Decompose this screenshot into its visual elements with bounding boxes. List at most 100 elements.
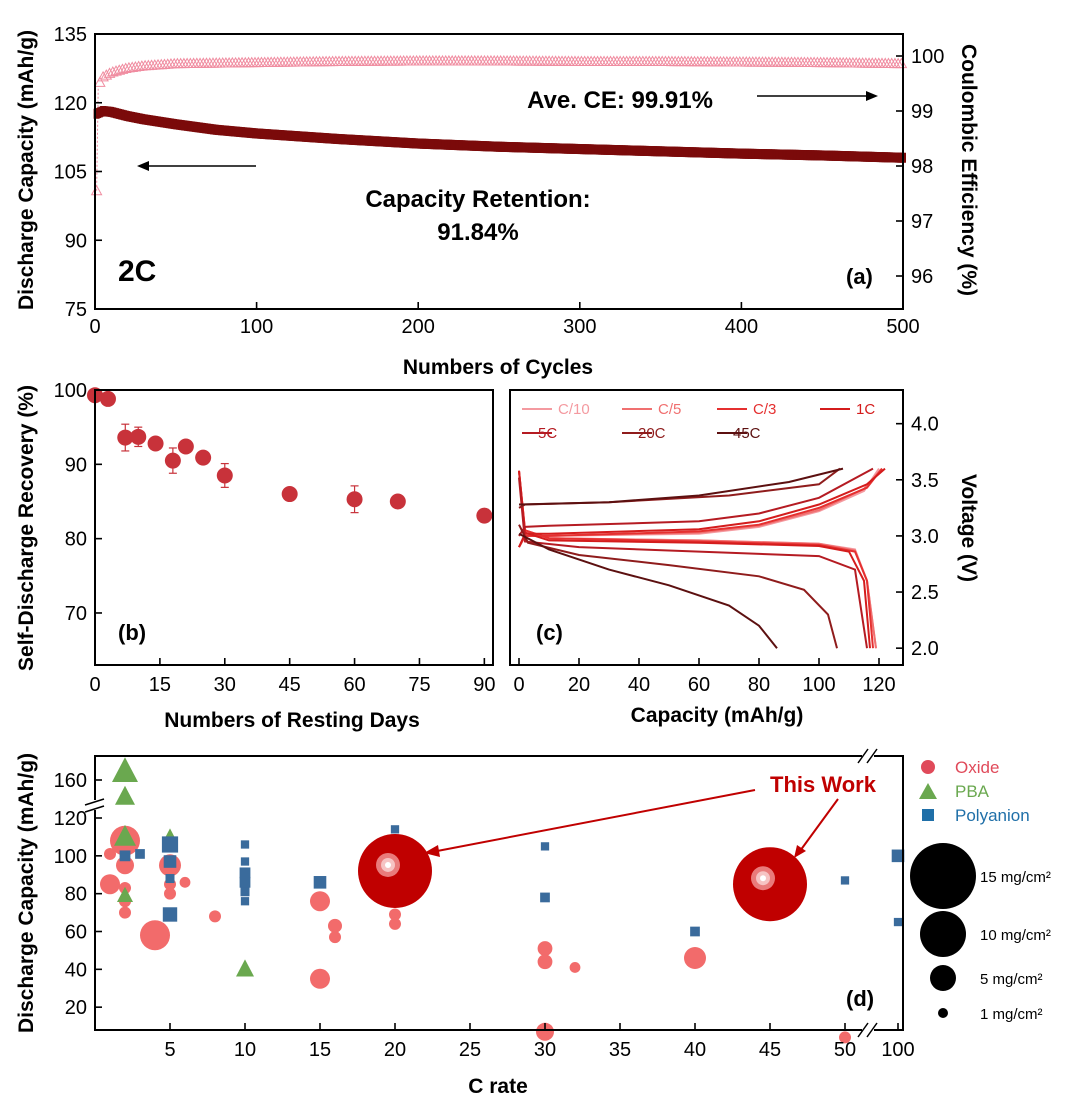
size-legend-label: 10 mg/cm² xyxy=(980,927,1051,944)
legend-marker-pba xyxy=(919,783,937,799)
curve-discharge-5c xyxy=(518,477,868,649)
x-break-mark xyxy=(857,1022,869,1038)
oxide-point xyxy=(209,910,221,923)
pba-point xyxy=(112,757,138,782)
legend-label: 20C xyxy=(638,425,666,442)
oxide-point xyxy=(329,931,341,944)
panel-b-xtick-label: 90 xyxy=(473,674,495,696)
panel-c-xlabel: Capacity (mAh/g) xyxy=(631,704,804,727)
this-work-highlight xyxy=(760,875,766,882)
oxide-point xyxy=(839,1031,851,1044)
polyanion-point xyxy=(239,876,251,888)
panel-d-ytick-label: 20 xyxy=(65,997,87,1019)
ce-point xyxy=(93,76,106,87)
panel-c-frame xyxy=(509,389,904,666)
panel-b-ytick-label: 80 xyxy=(65,529,87,551)
panel-a-xtick-label: 500 xyxy=(886,316,919,338)
recovery-point xyxy=(476,507,493,524)
polyanion-point xyxy=(893,917,903,927)
panel-c-ytick-label: 2.0 xyxy=(911,638,939,660)
polyanion-point xyxy=(240,897,250,906)
oxide-point xyxy=(328,918,342,933)
panel-d-xlabel: C rate xyxy=(468,1075,528,1098)
polyanion-point xyxy=(135,849,145,859)
panel-a-points xyxy=(90,54,908,196)
ce-point xyxy=(119,62,132,74)
polyanion-point xyxy=(240,840,250,849)
curve-charge-c-3 xyxy=(518,467,883,548)
panel-b-xtick-label: 60 xyxy=(343,674,365,696)
panel-a-label: (a) xyxy=(846,264,873,289)
size-legend-circle xyxy=(920,911,966,957)
recovery-point xyxy=(177,438,194,455)
this-work-arrow-2 xyxy=(799,798,839,852)
ce-arrow-head xyxy=(866,91,878,101)
panel-b-xtick-label: 30 xyxy=(214,674,236,696)
pba-point xyxy=(115,785,135,805)
curve-charge-20c xyxy=(518,467,841,509)
panel-b-xtick-label: 0 xyxy=(89,674,100,696)
panel-b-frame xyxy=(94,389,494,666)
ce-point xyxy=(116,63,129,74)
panel-d-xtick-label: 5 xyxy=(164,1039,175,1061)
oxide-point xyxy=(537,954,553,970)
legend-label: 45C xyxy=(733,425,761,442)
size-legend-circle xyxy=(938,1008,948,1018)
panel-b-label: (b) xyxy=(118,620,146,645)
oxide-point xyxy=(104,847,116,860)
curve-discharge-20c xyxy=(518,524,838,649)
panel-a-frame xyxy=(94,33,904,310)
panel-d-ytick-label: 80 xyxy=(65,884,87,906)
this-work-highlight xyxy=(385,861,391,868)
size-legend-circle xyxy=(930,965,956,991)
legend-label: 1C xyxy=(856,401,875,418)
panel-a-xtick-label: 400 xyxy=(725,316,758,338)
panel-d-xtick-label: 10 xyxy=(234,1039,256,1061)
panel-a-y2tick-label: 100 xyxy=(911,46,944,68)
x-break-mark xyxy=(866,1022,878,1038)
recovery-point xyxy=(281,486,298,503)
pba-point xyxy=(114,824,136,846)
panel-a-y2tick-label: 99 xyxy=(911,101,933,123)
panel-a-xlabel: Numbers of Cycles xyxy=(403,356,593,379)
panel-d-ytick-label: 60 xyxy=(65,922,87,944)
legend-label: 5C xyxy=(538,425,557,442)
recovery-point xyxy=(346,491,363,508)
panel-b: 0 15 30 45 60 75 90 70 80 90 100 (b) Numbers of Re… xyxy=(15,380,495,732)
recovery-point xyxy=(130,428,147,445)
panel-b-ytick-label: 90 xyxy=(65,454,87,476)
panel-c-xtick-label: 0 xyxy=(513,674,524,696)
legend-marker-oxide xyxy=(921,760,935,774)
y-break-mark xyxy=(84,798,105,806)
curve-discharge-c-3 xyxy=(518,470,874,649)
retention-annotation-line1: Capacity Retention: xyxy=(365,186,590,213)
legend-label: C/5 xyxy=(658,401,681,418)
recovery-point xyxy=(389,493,406,510)
recovery-point xyxy=(195,449,212,466)
polyanion-point xyxy=(165,874,175,884)
panel-b-xtick-label: 15 xyxy=(149,674,171,696)
polyanion-point xyxy=(239,867,251,879)
panel-b-xlabel: Numbers of Resting Days xyxy=(164,709,420,732)
panel-b-points xyxy=(87,387,493,524)
panel-a-y2tick-label: 98 xyxy=(911,156,933,178)
panel-b-ytick-label: 70 xyxy=(65,603,87,625)
recovery-point xyxy=(147,435,164,452)
panel-a-y2tick-label: 96 xyxy=(911,266,933,288)
panel-d-ylabel: Discharge Capacity (mAh/g) xyxy=(15,753,38,1033)
panel-c-xtick-label: 100 xyxy=(802,674,835,696)
panel-a-ytick-label: 75 xyxy=(65,299,87,321)
legend-label: C/3 xyxy=(753,401,776,418)
oxide-point xyxy=(140,920,170,951)
oxide-point xyxy=(536,1022,554,1041)
recovery-point xyxy=(216,467,233,484)
size-legend-label: 5 mg/cm² xyxy=(980,971,1043,988)
oxide-point xyxy=(684,946,706,969)
panel-d-xtick-label: 35 xyxy=(609,1039,631,1061)
panel-b-xtick-label: 45 xyxy=(279,674,301,696)
oxide-point xyxy=(164,887,176,900)
ce-start-line xyxy=(96,86,99,191)
panel-c-ytick-label: 3.0 xyxy=(911,526,939,548)
